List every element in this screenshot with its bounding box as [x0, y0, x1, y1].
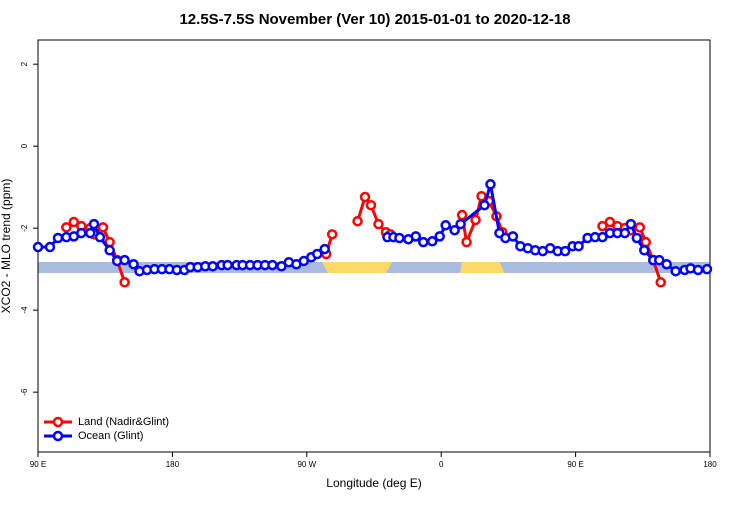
data-point [434, 231, 445, 242]
data-point [476, 190, 487, 202]
data-point [352, 215, 363, 227]
y-tick-label: 0 [20, 143, 29, 148]
data-point [359, 191, 371, 203]
data-point [32, 241, 44, 253]
data-point [276, 261, 287, 272]
data-point [634, 222, 646, 233]
data-point [52, 232, 64, 244]
data-point [207, 261, 218, 272]
data-point [410, 231, 422, 242]
data-point [639, 245, 650, 256]
data-point [76, 227, 87, 239]
plot-frame [37, 39, 711, 453]
data-point [449, 224, 460, 236]
data-point [661, 258, 672, 270]
data-point [222, 259, 233, 271]
data-point [670, 265, 681, 277]
data-point [559, 245, 571, 257]
data-point [68, 216, 80, 228]
data-point [631, 232, 643, 244]
data-point [97, 222, 109, 233]
data-point [456, 209, 468, 221]
x-tick-label: 90 E [30, 460, 46, 469]
data-point [426, 236, 438, 247]
data-point [692, 264, 704, 276]
y-tick-label: 2 [20, 61, 29, 66]
data-point [119, 254, 130, 266]
data-point [625, 218, 637, 230]
data-point [470, 214, 481, 226]
data-point [94, 231, 106, 243]
legend-marker [52, 430, 64, 442]
data-point [88, 218, 100, 230]
data-point [597, 220, 608, 232]
data-point [655, 277, 666, 288]
data-point [373, 218, 384, 230]
data-point [61, 222, 72, 233]
data-point [267, 259, 278, 271]
data-point [640, 236, 652, 248]
y-tick-label: -6 [20, 388, 29, 396]
data-point [104, 245, 115, 256]
land-band [460, 262, 504, 273]
data-point [312, 248, 323, 260]
legend-marker [52, 416, 64, 428]
data-point [44, 241, 56, 253]
data-point [573, 240, 584, 252]
data-point [479, 199, 490, 211]
x-tick-label: 180 [703, 460, 717, 469]
data-point [319, 243, 330, 255]
data-point [455, 218, 466, 230]
land-band [322, 262, 392, 273]
legend-label: Ocean (Glint) [78, 430, 143, 442]
data-point [326, 229, 338, 240]
data-point [440, 220, 451, 231]
data-point [128, 258, 139, 270]
x-tick-label: 90 W [297, 460, 316, 469]
y-axis-label: XCO2 - MLO trend (ppm) [0, 179, 13, 314]
legend-label: Land (Nadir&Glint) [78, 416, 169, 428]
data-point [485, 179, 496, 190]
data-point [461, 236, 472, 248]
data-point [365, 199, 377, 211]
data-point [653, 254, 665, 266]
x-tick-label: 180 [166, 460, 180, 469]
data-point [597, 231, 608, 243]
data-point [119, 277, 130, 288]
data-point [418, 236, 429, 248]
x-axis-label: Longitude (deg E) [326, 476, 421, 490]
data-point [394, 232, 405, 244]
data-point [507, 231, 519, 242]
x-tick-label: 0 [439, 460, 444, 469]
y-tick-label: -2 [20, 224, 29, 232]
data-point [604, 216, 616, 228]
data-point [701, 263, 713, 275]
data-point [619, 227, 631, 239]
x-tick-label: 90 E [567, 460, 583, 469]
data-point [85, 227, 96, 239]
chart-title: 12.5S-7.5S November (Ver 10) 2015-01-01 … [179, 11, 570, 28]
y-tick-label: -4 [20, 306, 29, 314]
